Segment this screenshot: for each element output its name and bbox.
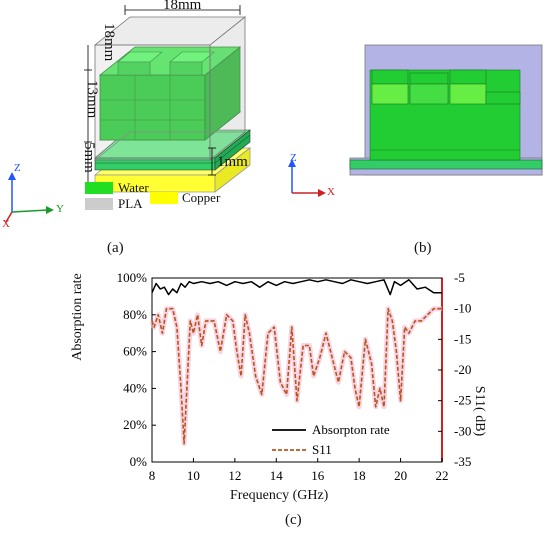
legend-water-label: Water <box>118 180 149 195</box>
legend-copper-label: Copper <box>182 190 221 205</box>
panel-a-model <box>5 5 252 223</box>
base-layer <box>349 159 543 170</box>
x-tick-label: 22 <box>436 468 449 483</box>
series-line-1 <box>151 307 442 445</box>
y-left-tick-label: 80% <box>123 307 147 322</box>
caption-b: (b) <box>414 240 432 256</box>
axis-z-label-a: Z <box>14 162 21 174</box>
x-tick-label: 16 <box>311 468 325 483</box>
axis-x-label-b: X <box>327 186 335 198</box>
y-right-tick-label: -20 <box>454 362 471 377</box>
y-right-tick-label: -10 <box>454 301 471 316</box>
axis-z-label-b: Z <box>290 152 297 164</box>
y-left-tick-label: 20% <box>123 417 147 432</box>
y-left-tick-label: 40% <box>123 380 147 395</box>
x-tick-label: 18 <box>353 468 366 483</box>
dim-height-top-label: 13mm <box>84 80 100 119</box>
y-axis-right-label: S11( dB) <box>472 385 487 437</box>
caption-c: (c) <box>285 512 302 528</box>
legend-label-s11: S11 <box>312 442 332 457</box>
axis-x-label-a: X <box>2 218 10 230</box>
y-left-tick-label: 0% <box>130 454 148 469</box>
y-axis-left-label: Absorption rate <box>70 273 85 361</box>
x-tick-label: 8 <box>149 468 156 483</box>
y-left-tick-label: 100% <box>117 270 148 285</box>
dim-thickness-label: 1mm <box>217 154 248 170</box>
y-left-tick-label: 60% <box>123 344 147 359</box>
y-right-tick-label: -35 <box>454 454 471 469</box>
legend-water-swatch <box>85 182 113 194</box>
legend-pla-label: PLA <box>118 196 143 211</box>
copper-side <box>214 147 251 193</box>
legend-copper-swatch <box>150 192 178 204</box>
pla-box-front <box>94 44 211 161</box>
dim-height-base-label: 5mm <box>81 142 97 173</box>
pla-box-side <box>209 16 246 161</box>
dim-depth-label: 18mm <box>101 23 117 62</box>
panel-b-sideview <box>288 44 543 197</box>
base-layer-side <box>214 129 251 171</box>
x-axis-label: Frequency (GHz) <box>230 488 329 503</box>
dim-width-label: 18mm <box>163 0 202 13</box>
x-tick-label: 10 <box>187 468 200 483</box>
axis-y-label-a: Y <box>56 203 64 215</box>
y-right-tick-label: -15 <box>454 331 471 346</box>
x-tick-label: 14 <box>270 468 284 483</box>
absorption-s11-chart: 8 10 12 14 16 18 20 22 0% 20% 40% 60% 80% 100% -5 -10 -1… <box>117 270 472 483</box>
y-right-tick-label: -30 <box>454 423 471 438</box>
series-line-0 <box>151 279 442 296</box>
legend-label-absorption: Absorpton rate <box>312 422 390 437</box>
legend-pla-swatch <box>85 198 113 210</box>
caption-a: (a) <box>107 240 124 256</box>
x-tick-label: 12 <box>228 468 241 483</box>
y-right-tick-label: -25 <box>454 393 471 408</box>
x-tick-label: 20 <box>394 468 407 483</box>
y-right-tick-label: -5 <box>454 270 465 285</box>
